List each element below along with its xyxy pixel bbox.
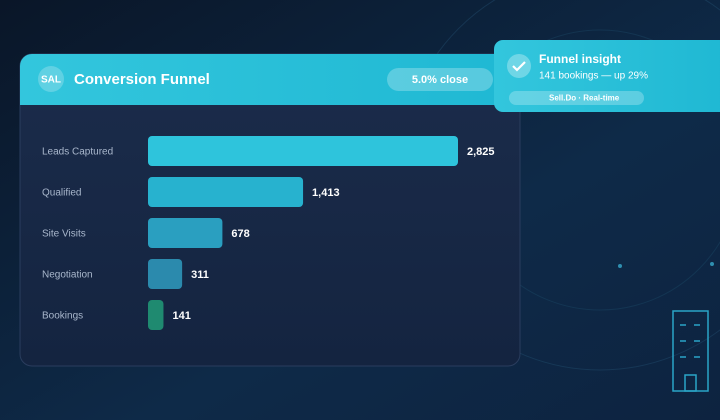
decor-dot [710,262,714,266]
bar [148,300,164,330]
bar [148,218,223,248]
category-label: Qualified [42,188,81,199]
bar [148,259,183,289]
category-label: Site Visits [42,229,86,240]
card-header [20,54,520,105]
avatar [38,66,64,92]
check-circle [507,54,531,78]
card-title: Conversion Funnel [74,71,210,88]
category-label: Leads Captured [42,147,113,158]
avatar-text: SAL [41,75,61,86]
notification-message: 141 bookings — up 29% [539,71,648,82]
decor-dot [618,264,622,268]
pill[interactable] [387,68,493,91]
pill-text: 5.0% close [412,74,468,86]
category-label: Negotiation [42,270,93,281]
notification-box [494,40,720,112]
check-icon [512,61,526,72]
bar [148,136,458,166]
card: SAL Conversion Funnel 5.0% close [19,53,521,367]
notification[interactable]: Funnel insight 141 bookings — up 29% Sel… [494,40,720,112]
value-label: 1,413 [312,187,340,199]
tag-text: Sell.Do · Real-time [549,94,620,103]
value-label: 141 [172,310,190,322]
value-label: 2,825 [467,146,495,158]
notification-title: Funnel insight [539,52,621,66]
value-label: 678 [231,228,249,240]
value-label: 311 [191,269,209,281]
category-label: Bookings [42,311,83,322]
funnel-chart: Leads Captured 2,825 Qualified 1,413 Site Vi… [42,136,495,330]
tag [509,91,644,105]
bar [148,177,304,207]
building-icon [672,310,709,392]
